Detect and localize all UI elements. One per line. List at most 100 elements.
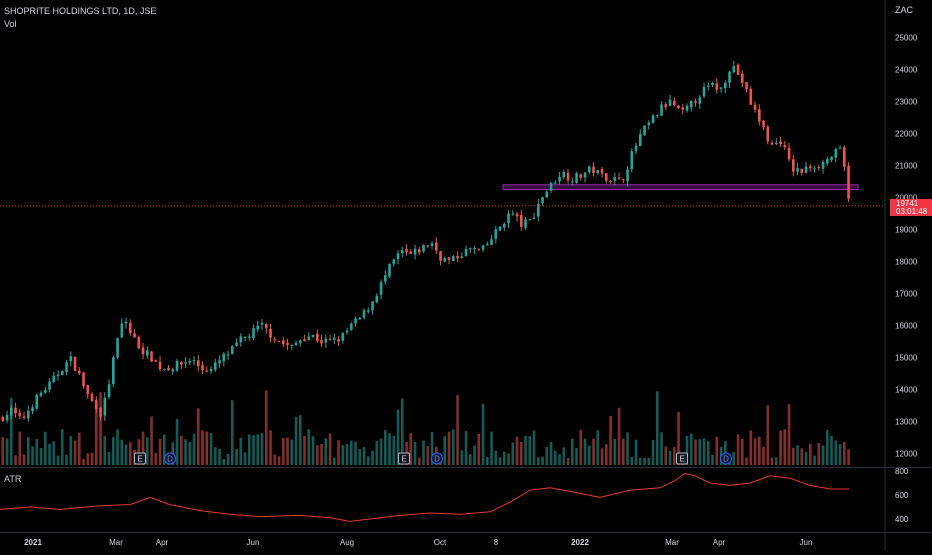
dividend-circle: [164, 452, 176, 465]
volume-bar: [107, 451, 111, 465]
volume-bar: [56, 455, 60, 465]
support-rectangle: [502, 184, 859, 191]
volume-bar: [477, 433, 481, 465]
candle-body: [137, 336, 141, 349]
candle-body: [99, 407, 102, 417]
volume-bar: [384, 429, 387, 465]
dividend-marker: D: [720, 452, 732, 465]
candle-body: [362, 310, 366, 318]
candle-body: [27, 410, 30, 419]
candle-body: [265, 324, 268, 329]
volume-bar: [600, 448, 604, 465]
candle-body: [90, 393, 94, 401]
candle-body: [405, 248, 408, 252]
volume-bar: [209, 432, 213, 465]
candle-body: [324, 338, 328, 343]
volume-bar: [358, 448, 362, 465]
volume-bar: [124, 444, 128, 465]
candle-body: [22, 416, 26, 418]
candle-body: [702, 86, 706, 97]
candle-body: [260, 323, 264, 325]
volume-bar: [350, 440, 353, 465]
candle-body: [154, 360, 158, 362]
axes: 12000 13000 14000 15000 16000 17000 18000 19000…: [24, 34, 918, 547]
volume-bar: [418, 457, 421, 465]
price-tick-label: 18000: [895, 257, 918, 266]
volume-bar: [443, 436, 447, 465]
candle-body: [39, 392, 43, 396]
candle-body: [367, 310, 370, 312]
volume-bar: [354, 441, 357, 465]
volume-bar: [324, 438, 328, 465]
time-tick-label: 8: [494, 538, 499, 547]
candle-body: [681, 107, 685, 110]
volume-bar: [651, 439, 655, 465]
candle-body: [231, 346, 234, 354]
event-letter: D: [723, 455, 729, 464]
candle-body: [107, 384, 111, 398]
candle-body: [163, 368, 166, 370]
candle-body: [158, 361, 162, 370]
candle-body: [175, 361, 179, 371]
volume-bar: [796, 445, 799, 465]
candle-body: [214, 362, 217, 370]
volume-bar: [707, 441, 710, 465]
candle-body: [639, 133, 642, 147]
volume-bar: [154, 452, 158, 465]
volume-bar: [524, 435, 527, 465]
candle-body: [129, 322, 132, 333]
volume-bar: [222, 458, 226, 465]
volume-bar: [146, 437, 149, 465]
volume-bar: [226, 453, 230, 465]
time-tick-label: Jun: [247, 538, 260, 547]
earnings-marker: E: [676, 452, 688, 465]
volume-bar: [231, 400, 234, 465]
candle-body: [579, 174, 583, 178]
candle-body: [558, 176, 561, 182]
candle-body: [821, 162, 825, 169]
volume-bar: [452, 429, 455, 465]
volume-bar: [456, 395, 459, 465]
volume-bar: [311, 436, 315, 465]
volume-bar: [61, 429, 64, 465]
volume-bars: [1, 390, 850, 465]
candle-body: [350, 323, 353, 330]
event-letter: E: [401, 455, 406, 464]
candle-body: [430, 243, 434, 246]
volume-bar: [545, 447, 549, 465]
volume-bar: [379, 438, 383, 465]
volume-bar: [562, 447, 566, 465]
candle-body: [180, 362, 183, 365]
candle-body: [511, 213, 515, 215]
price-tick-label: 17000: [895, 289, 918, 298]
candle-body: [609, 180, 612, 182]
volume-bar: [821, 445, 825, 465]
event-letter: E: [679, 455, 684, 464]
candle-body: [345, 330, 349, 333]
volume-bar: [218, 448, 221, 465]
candle-body: [294, 342, 298, 346]
earnings-marker: E: [134, 452, 146, 465]
candle-body: [838, 147, 842, 149]
volume-bar: [192, 433, 196, 465]
candle-body: [634, 145, 638, 152]
candle-body: [843, 147, 846, 167]
volume-bar: [685, 435, 689, 465]
candle-body: [498, 226, 502, 231]
volume-bar: [766, 405, 770, 465]
volume-bar: [792, 447, 795, 465]
volume-bar: [14, 455, 17, 465]
volume-bar: [490, 431, 493, 465]
candle-body: [643, 125, 646, 135]
candle-body: [783, 145, 787, 148]
volume-bar: [575, 448, 578, 465]
volume-bar: [626, 432, 629, 465]
candle-body: [545, 191, 549, 198]
candle-body: [592, 166, 595, 174]
volume-bar: [388, 433, 391, 465]
candle-body: [1, 416, 5, 422]
volume-bar: [745, 457, 748, 465]
volume-bar: [690, 433, 693, 465]
